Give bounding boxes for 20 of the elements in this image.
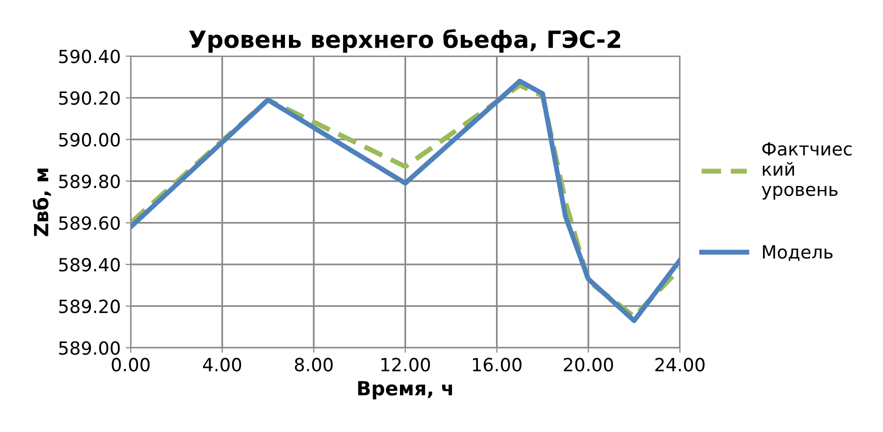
legend-label: Фактчиеский уровень xyxy=(762,142,852,200)
y-axis-title: Zвб, м xyxy=(32,168,51,236)
x-tick-label: 16.00 xyxy=(472,358,522,372)
x-tick-label: 4.00 xyxy=(203,358,242,372)
x-tick-label: 24.00 xyxy=(655,358,705,372)
x-tick-label: 0.00 xyxy=(112,358,150,372)
y-tick-label: 590.00 xyxy=(59,132,120,147)
y-tick-label: 589.60 xyxy=(59,216,120,230)
y-tick-label: 590.40 xyxy=(59,50,120,64)
x-axis-title: Время, ч xyxy=(358,381,452,400)
legend-label: Модель xyxy=(763,245,833,261)
y-tick-label: 589.40 xyxy=(59,258,120,272)
x-tick-label: 8.00 xyxy=(294,358,333,372)
x-tick-label: 12.00 xyxy=(381,358,430,372)
chart-title: Уровень верхнего бьефа, ГЭС-2 xyxy=(189,29,620,53)
y-tick-label: 589.80 xyxy=(59,174,120,188)
y-tick-label: 589.00 xyxy=(59,341,120,355)
x-tick-label: 20.00 xyxy=(564,358,614,372)
y-tick-label: 589.20 xyxy=(59,300,120,314)
y-tick-label: 590.20 xyxy=(59,91,120,105)
